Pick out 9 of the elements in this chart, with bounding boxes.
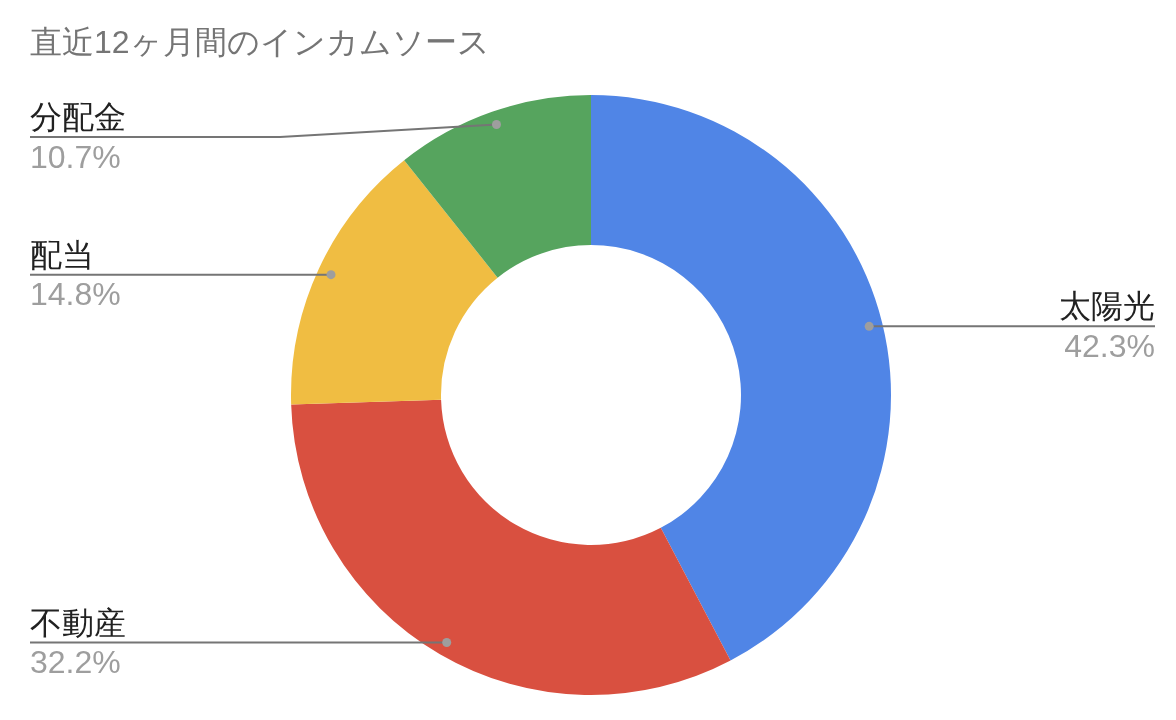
data-label: 10.7%: [30, 138, 121, 175]
data-label: 14.8%: [30, 276, 121, 313]
data-label: 32.2%: [30, 644, 121, 681]
slice-label: 配当: [30, 236, 94, 273]
data-label: 42.3%: [1064, 328, 1155, 365]
slice-label: 分配金: [30, 99, 126, 135]
chart-title: 直近12ヶ月間のインカムソース: [30, 23, 490, 62]
slice-label: 不動産: [30, 604, 126, 641]
slice-label: 太陽光: [1059, 288, 1155, 325]
